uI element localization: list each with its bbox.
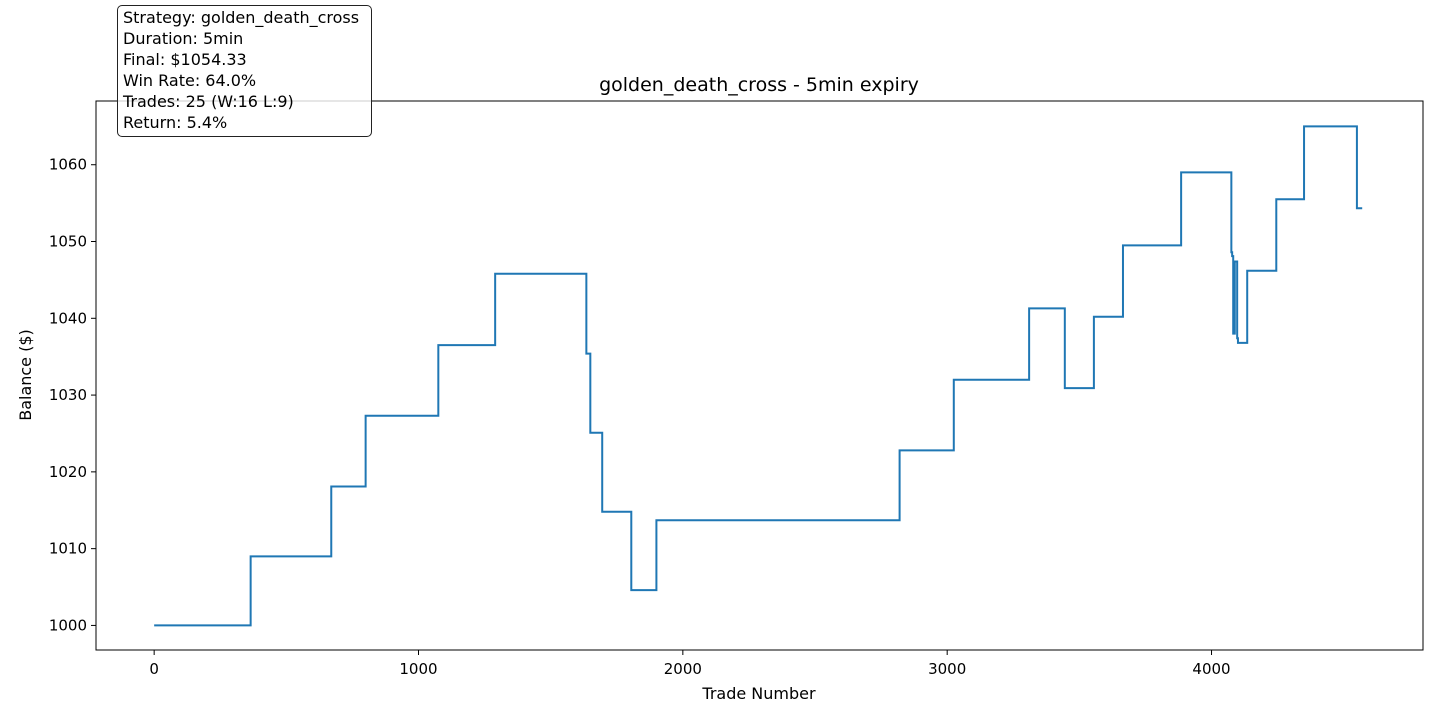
x-tick-label: 1000	[399, 660, 437, 678]
y-tick-label: 1020	[49, 463, 87, 481]
x-tick-label: 2000	[664, 660, 702, 678]
strategy-summary-box: Strategy: golden_death_cross Duration: 5…	[117, 5, 372, 137]
y-tick-label: 1010	[49, 540, 87, 558]
y-tick-label: 1000	[49, 616, 87, 634]
y-tick-label: 1040	[49, 309, 87, 327]
balance-series-line	[154, 125, 1363, 627]
y-tick-label: 1060	[49, 156, 87, 174]
return-text: Return: 5.4%	[123, 112, 228, 132]
y-axis: 1000 1010 1020 1030 1040 1050 1060	[49, 156, 96, 634]
chart-title: golden_death_cross - 5min expiry	[599, 74, 919, 96]
y-tick-label: 1030	[49, 386, 87, 404]
series-layer	[154, 125, 1363, 627]
y-axis-label: Balance ($)	[16, 329, 35, 421]
plot-area-frame	[95, 100, 1424, 651]
x-axis-label: Trade Number	[701, 684, 816, 703]
x-tick-label: 0	[149, 660, 159, 678]
trades-text: Trades: 25 (W:16 L:9)	[123, 91, 294, 111]
y-tick-label: 1050	[49, 233, 87, 251]
duration-text: Duration: 5min	[123, 28, 244, 48]
win-rate-text: Win Rate: 64.0%	[123, 70, 257, 90]
strategy-text: Strategy: golden_death_cross	[123, 8, 360, 27]
final-balance-text: Final: $1054.33	[123, 49, 247, 69]
x-axis: 0 1000 2000 3000 4000	[149, 650, 1231, 678]
x-tick-label: 4000	[1192, 660, 1230, 678]
x-tick-label: 3000	[928, 660, 966, 678]
